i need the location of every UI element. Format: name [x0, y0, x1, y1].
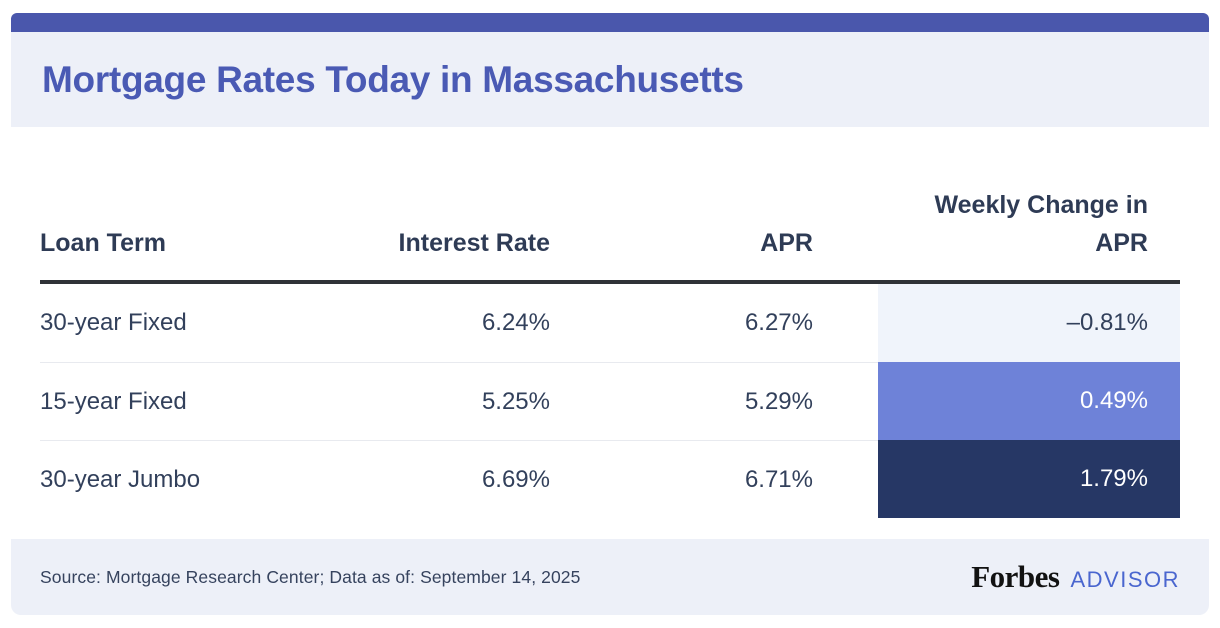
column-header-loan-term: Loan Term	[40, 228, 166, 257]
interest-rate-cell: 6.69%	[370, 440, 550, 518]
loan-term-cell: 30-year Fixed	[40, 309, 187, 336]
page-title: Mortgage Rates Today in Massachusetts	[42, 58, 744, 100]
interest-rate-cell: 5.25%	[370, 362, 550, 440]
interest-rate-cell: 6.24%	[481, 309, 550, 336]
table-row: 30-year Fixed 6.24% 6.27% –0.81%	[40, 284, 1180, 362]
column-header-weekly-change: Weekly Change in APR	[934, 191, 1149, 257]
table-area: Loan Term Interest Rate APR Weekly Chang…	[11, 127, 1209, 539]
weekly-change-cell: 1.79%	[878, 440, 1180, 518]
weekly-change-cell: 0.49%	[878, 362, 1180, 440]
forbes-wordmark: Forbes	[971, 559, 1060, 594]
loan-term-cell: 15-year Fixed	[40, 362, 370, 440]
table-row: 15-year Fixed 5.25% 5.29% 0.49%	[40, 362, 1180, 440]
accent-top-bar	[11, 13, 1209, 32]
apr-cell: 5.29%	[550, 362, 878, 440]
footer-bar: Source: Mortgage Research Center; Data a…	[11, 539, 1209, 615]
loan-term-cell: 30-year Jumbo	[40, 440, 370, 518]
advisor-wordmark: ADVISOR	[1070, 567, 1180, 592]
source-attribution: Source: Mortgage Research Center; Data a…	[40, 566, 581, 587]
table-row: 30-year Jumbo 6.69% 6.71% 1.79%	[40, 440, 1180, 518]
rates-card: Mortgage Rates Today in Massachusetts Lo…	[11, 13, 1209, 615]
column-header-interest-rate: Interest Rate	[398, 228, 550, 257]
apr-cell: 6.27%	[744, 309, 813, 336]
table-header-row: Loan Term Interest Rate APR Weekly Chang…	[40, 127, 1180, 284]
title-panel: Mortgage Rates Today in Massachusetts	[11, 32, 1209, 127]
apr-cell: 6.71%	[550, 440, 878, 518]
forbes-advisor-logo: Forbes ADVISOR	[971, 559, 1180, 595]
table-bottom-spacer	[40, 518, 1180, 539]
column-header-apr: APR	[760, 228, 813, 257]
weekly-change-cell: –0.81%	[878, 284, 1180, 362]
